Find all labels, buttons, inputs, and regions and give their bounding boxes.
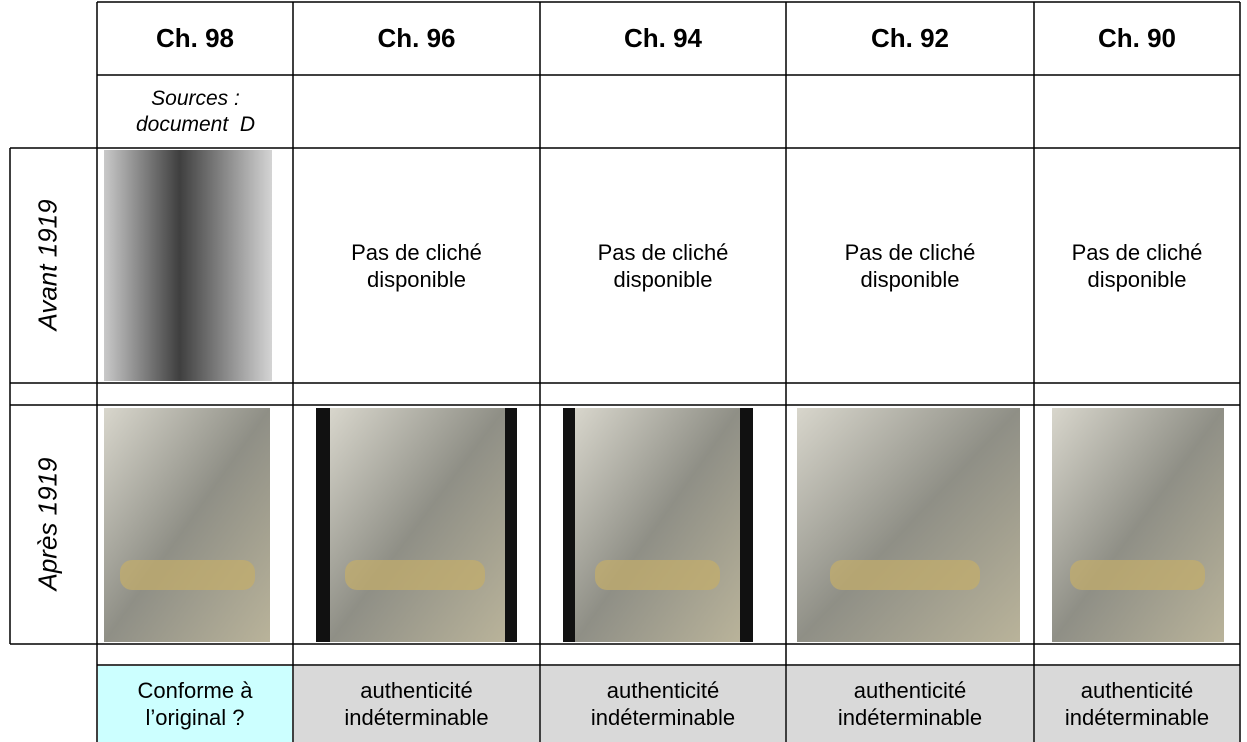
verdict-line: indéterminable [1064,705,1210,730]
photo [104,150,272,381]
note-line: disponible [860,266,960,292]
column-header: Ch. 98 [155,23,235,53]
verdict-line: indéterminable [837,705,983,730]
note-cell: Pas de cliché disponible [1034,148,1240,383]
note-line: Pas de cliché [597,239,729,265]
sources-line: Sources : [151,87,240,110]
verdict-fill [1035,666,1239,742]
verdict-line: Conforme à [137,678,253,703]
note-line: disponible [1087,266,1187,292]
note-cell: Pas de cliché disponible [293,148,540,383]
column-header: Ch. 94 [623,23,703,53]
verdict-fill [541,666,785,742]
table-borders [9,1,1241,742]
row-label: Avant 1919 [32,199,63,331]
verdict-line: authenticité [606,678,720,703]
note-line: Pas de cliché [844,239,976,265]
verdict-line: indéterminable [344,705,489,730]
column-header: Ch. 96 [377,23,456,53]
verdict-line: authenticité [853,678,967,703]
row-label: Après 1919 [32,457,63,591]
column-header: Ch. 92 [870,23,950,53]
verdict-cell: authenticité indéterminable [786,666,1034,742]
verdict-cell: Conforme à l’original ? [97,666,293,742]
verdict-cell: authenticité indéterminable [540,666,786,742]
note-line: disponible [613,266,713,292]
verdict-line: authenticité [1080,678,1194,703]
note-line: Pas de cliché [351,239,482,265]
verdict-fill [294,666,539,742]
column-header: Ch. 90 [1097,23,1177,53]
verdict-cell: authenticité indéterminable [293,666,540,742]
note-line: Pas de cliché [1071,239,1203,265]
sources-cell: Sources : document D [98,76,293,148]
verdict-cell: authenticité indéterminable [1034,666,1240,742]
verdict-fill [787,666,1033,742]
verdict-line: indéterminable [590,705,736,730]
sources-line: document D [135,113,256,136]
note-line: disponible [366,266,467,292]
note-cell: Pas de cliché disponible [540,148,786,383]
verdict-line: l’original ? [145,705,245,730]
note-cell: Pas de cliché disponible [786,148,1034,383]
verdict-line: authenticité [360,678,473,703]
photos-after [104,408,1224,642]
verdict-fill [98,666,292,742]
